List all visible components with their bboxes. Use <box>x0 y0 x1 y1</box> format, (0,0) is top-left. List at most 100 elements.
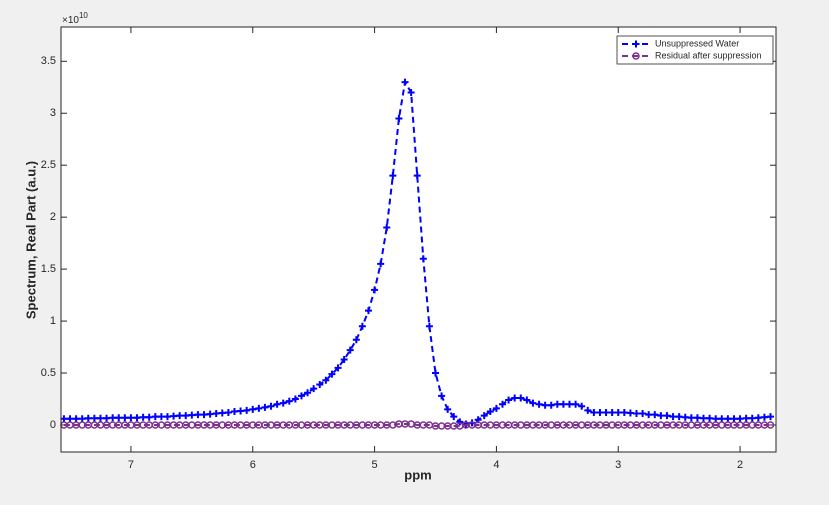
marker-plus <box>505 396 513 404</box>
marker-plus <box>511 394 519 402</box>
marker-plus <box>724 415 732 423</box>
marker-plus <box>498 400 506 408</box>
marker-plus <box>754 414 762 422</box>
y-tick-label: 1 <box>50 315 56 327</box>
marker-plus <box>669 413 677 421</box>
marker-plus <box>377 260 385 268</box>
marker-plus <box>109 414 117 422</box>
marker-plus <box>431 369 439 377</box>
marker-plus <box>566 400 574 408</box>
series <box>60 420 775 430</box>
marker-plus <box>310 385 318 393</box>
marker-plus <box>176 412 184 420</box>
marker-plus <box>200 411 208 419</box>
marker-plus <box>602 409 610 417</box>
marker-plus <box>559 400 567 408</box>
plot-area <box>61 27 776 452</box>
marker-plus <box>206 410 214 418</box>
series-line <box>63 422 771 428</box>
y-tick-label: 1.5 <box>41 263 56 275</box>
marker-plus <box>444 405 452 413</box>
marker-plus <box>316 380 324 388</box>
marker-plus <box>645 411 653 419</box>
marker-plus <box>383 224 391 232</box>
marker-plus <box>255 404 263 412</box>
marker-plus <box>84 414 92 422</box>
marker-plus <box>145 413 153 421</box>
marker-plus <box>748 414 756 422</box>
marker-plus <box>639 410 647 418</box>
marker-plus <box>657 412 665 420</box>
marker-plus <box>541 401 549 409</box>
marker-plus <box>590 409 598 417</box>
marker-plus <box>194 411 202 419</box>
marker-plus <box>121 414 129 422</box>
marker-plus <box>633 410 641 418</box>
marker-plus <box>596 409 604 417</box>
x-tick-label: 5 <box>372 459 378 471</box>
marker-plus <box>261 403 269 411</box>
y-tick-label: 2 <box>50 211 56 223</box>
marker-plus <box>578 402 586 410</box>
x-tick-label: 4 <box>493 459 499 471</box>
axes-box <box>60 26 777 453</box>
y-multiplier-exponent: 10 <box>79 11 88 20</box>
x-tick-label: 3 <box>615 459 621 471</box>
marker-plus <box>450 413 458 421</box>
marker-plus <box>419 255 427 263</box>
marker-plus <box>438 392 446 400</box>
marker-plus <box>480 412 488 420</box>
marker-plus <box>553 400 561 408</box>
marker-plus <box>285 397 293 405</box>
marker-plus <box>328 370 336 378</box>
marker-plus <box>103 414 111 422</box>
marker-plus <box>584 406 592 414</box>
y-tick-label: 0 <box>50 419 56 431</box>
marker-plus <box>157 413 165 421</box>
marker-plus <box>304 389 312 397</box>
legend: Unsuppressed Water Residual after suppres… <box>616 35 774 65</box>
marker-plus <box>322 376 330 384</box>
series <box>60 78 775 428</box>
marker-plus <box>127 414 135 422</box>
marker-plus <box>279 399 287 407</box>
marker-plus <box>547 401 555 409</box>
marker-plus <box>736 415 744 423</box>
marker-plus <box>413 172 421 180</box>
legend-box <box>616 35 774 65</box>
marker-plus <box>535 400 543 408</box>
marker-plus <box>767 413 775 421</box>
x-tick-label: 2 <box>737 459 743 471</box>
marker-plus <box>608 409 616 417</box>
marker-plus <box>182 412 190 420</box>
marker-plus <box>401 78 409 86</box>
marker-plus <box>718 415 726 423</box>
marker-plus <box>60 415 68 423</box>
marker-plus <box>237 407 245 415</box>
marker-circle <box>632 52 640 60</box>
marker-plus <box>267 402 275 410</box>
y-tick-label: 2.5 <box>41 159 56 171</box>
y-tick-label: 3.5 <box>41 55 56 67</box>
y-tick-label: 3 <box>50 107 56 119</box>
marker-plus <box>632 40 640 48</box>
legend-label: Residual after suppression <box>655 50 762 60</box>
marker-plus <box>675 413 683 421</box>
marker-plus <box>133 414 141 422</box>
y-axis-label: Spectrum, Real Part (a.u.) <box>23 161 38 319</box>
y-multiplier: ×1010 <box>62 11 88 26</box>
marker-plus <box>486 407 494 415</box>
marker-plus <box>425 322 433 330</box>
x-tick-label: 6 <box>250 459 256 471</box>
y-multiplier-base: ×10 <box>62 15 79 26</box>
marker-plus <box>188 411 196 419</box>
marker-plus <box>407 88 415 96</box>
marker-plus <box>212 410 220 418</box>
marker-plus <box>706 414 714 422</box>
marker-plus <box>243 406 251 414</box>
marker-plus <box>687 414 695 422</box>
marker-plus <box>651 411 659 419</box>
marker-plus <box>96 414 104 422</box>
marker-plus <box>700 414 708 422</box>
